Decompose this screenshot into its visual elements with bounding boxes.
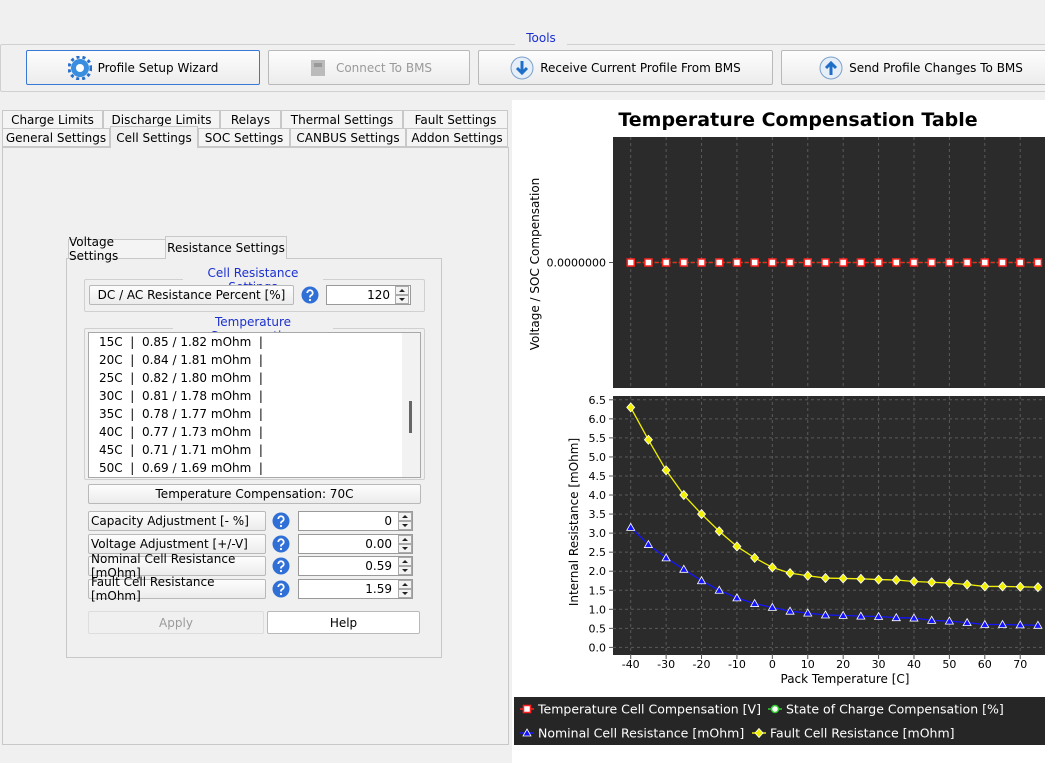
scrollbar[interactable] [402,333,420,477]
help-icon[interactable] [301,286,319,304]
tab[interactable]: Thermal Settings [281,110,403,129]
list-item[interactable]: 30C | 0.81 / 1.78 mOhm | [99,389,263,403]
tab[interactable]: General Settings [2,128,110,147]
field-label: Fault Cell Resistance [mOhm] [88,575,266,603]
list-item[interactable]: 45C | 0.71 / 1.71 mOhm | [99,443,263,457]
spin-arrows[interactable] [398,534,412,553]
tab[interactable]: Cell Settings [110,126,198,148]
toolbar-title: Tools [515,31,567,45]
chart-area [512,100,1045,763]
button[interactable]: Apply [88,611,264,634]
subtab[interactable]: Resistance Settings [165,236,287,259]
list-item[interactable]: 50C | 0.69 / 1.69 mOhm | [99,461,263,475]
spinbox[interactable]: 0 [298,511,413,531]
spin-arrows[interactable] [398,557,412,575]
help-icon[interactable] [272,580,290,598]
spinbox[interactable]: 1.59 [298,578,413,599]
list-item[interactable]: 15C | 0.85 / 1.82 mOhm | [99,335,263,349]
spin-arrows[interactable] [395,286,409,304]
list-item[interactable]: 25C | 0.82 / 1.80 mOhm | [99,371,263,385]
help-icon[interactable] [272,535,290,553]
list-item[interactable]: 20C | 0.84 / 1.81 mOhm | [99,353,263,367]
spinbox[interactable]: 0.59 [298,556,413,576]
down-icon [510,56,534,79]
field-label: Capacity Adjustment [- %] [88,511,266,531]
tab[interactable]: Relays [220,110,281,129]
tab[interactable]: Charge Limits [2,110,103,129]
spinbox[interactable]: 0.00 [298,533,413,554]
field-label: Nominal Cell Resistance [mOhm] [88,552,266,580]
selected-label: Temperature Compensation: 70C [88,484,421,504]
toolbar-button[interactable]: Connect To BMS [268,50,470,85]
spin-arrows[interactable] [398,579,412,598]
toolbar-button[interactable]: Receive Current Profile From BMS [478,50,773,85]
help-icon[interactable] [272,512,290,530]
tab[interactable]: SOC Settings [198,128,290,147]
help-icon[interactable] [272,557,290,575]
gear-icon [67,55,92,80]
spin-arrows[interactable] [398,512,412,530]
bms-icon [310,59,325,76]
tab[interactable]: Fault Settings [403,110,508,129]
button[interactable]: Help [267,611,420,634]
list-box[interactable] [88,332,421,478]
toolbar-button[interactable]: Profile Setup Wizard [26,50,260,85]
field-label: DC / AC Resistance Percent [%] [89,285,294,305]
subtab[interactable]: Voltage Settings [68,235,166,263]
scroll-thumb[interactable] [409,401,412,433]
up-icon [819,56,843,79]
field-label: Voltage Adjustment [+/-V] [88,533,266,554]
tab[interactable]: CANBUS Settings [290,128,406,147]
spinbox[interactable]: 120 [326,285,411,305]
list-item[interactable]: 35C | 0.78 / 1.77 mOhm | [99,407,263,421]
list-item[interactable]: 40C | 0.77 / 1.73 mOhm | [99,425,263,439]
toolbar-button[interactable]: Send Profile Changes To BMS [781,50,1045,85]
tab[interactable]: Addon Settings [406,128,508,147]
